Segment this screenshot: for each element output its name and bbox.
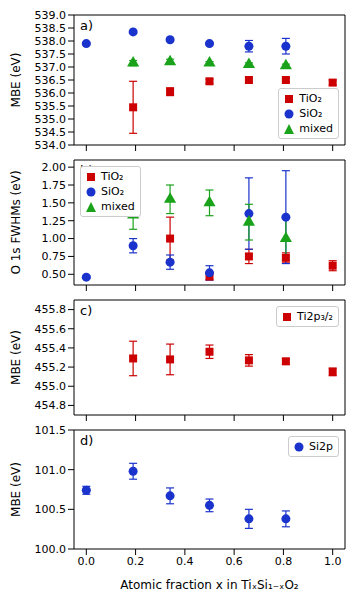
svg-text:1.75: 1.75 bbox=[42, 179, 67, 192]
svg-text:101.0: 101.0 bbox=[35, 464, 67, 477]
svg-text:MBE (eV): MBE (eV) bbox=[9, 462, 23, 517]
html-text:d): d) bbox=[80, 433, 94, 448]
svg-text:0.4: 0.4 bbox=[176, 555, 194, 568]
svg-text:100.0: 100.0 bbox=[35, 543, 67, 556]
svg-text:0.75: 0.75 bbox=[42, 250, 67, 263]
svg-text:1.0: 1.0 bbox=[324, 555, 342, 568]
svg-text:454.8: 454.8 bbox=[35, 399, 67, 412]
svg-text:0.8: 0.8 bbox=[275, 555, 293, 568]
svg-text:455.2: 455.2 bbox=[35, 361, 67, 374]
html-text:Ti2p₃/₂: Ti2p₃/₂ bbox=[297, 310, 333, 323]
svg-text:MBE (eV): MBE (eV) bbox=[9, 53, 23, 108]
html-text:b): b) bbox=[80, 163, 94, 178]
html-text:Si2p: Si2p bbox=[309, 440, 333, 453]
svg-text:0.50: 0.50 bbox=[42, 268, 67, 281]
svg-text:0.2: 0.2 bbox=[127, 555, 145, 568]
svg-text:535.5: 535.5 bbox=[35, 100, 67, 113]
svg-text:1.50: 1.50 bbox=[42, 197, 67, 210]
svg-text:1.25: 1.25 bbox=[42, 215, 67, 228]
svg-text:2.00: 2.00 bbox=[42, 161, 67, 174]
html-text:mixed: mixed bbox=[299, 122, 333, 135]
svg-text:536.5: 536.5 bbox=[35, 74, 67, 87]
svg-text:MBE (eV): MBE (eV) bbox=[9, 330, 23, 385]
svg-text:Atomic fraction x in TiₓSi₁₋ₓO: Atomic fraction x in TiₓSi₁₋ₓO₂ bbox=[120, 578, 299, 592]
svg-text:455.8: 455.8 bbox=[35, 303, 67, 316]
svg-text:536.0: 536.0 bbox=[35, 87, 67, 100]
html-text:a): a) bbox=[80, 18, 93, 33]
svg-text:O 1s FWHMs (eV): O 1s FWHMs (eV) bbox=[9, 170, 23, 274]
svg-text:455.4: 455.4 bbox=[35, 342, 67, 355]
svg-text:455.6: 455.6 bbox=[35, 323, 67, 336]
svg-text:1.00: 1.00 bbox=[42, 232, 67, 245]
svg-text:537.0: 537.0 bbox=[35, 61, 67, 74]
svg-text:539.0: 539.0 bbox=[35, 9, 67, 22]
html-text:SiO₂: SiO₂ bbox=[101, 185, 125, 198]
svg-text:538.5: 538.5 bbox=[35, 22, 67, 35]
html-text:c): c) bbox=[80, 303, 93, 318]
html-text:TiO₂: TiO₂ bbox=[101, 170, 124, 183]
svg-text:101.5: 101.5 bbox=[35, 424, 67, 437]
svg-text:455.0: 455.0 bbox=[35, 380, 67, 393]
svg-text:0.6: 0.6 bbox=[225, 555, 243, 568]
svg-text:537.5: 537.5 bbox=[35, 48, 67, 61]
svg-text:534.5: 534.5 bbox=[35, 126, 67, 139]
svg-text:535.0: 535.0 bbox=[35, 113, 67, 126]
html-text:mixed: mixed bbox=[101, 200, 135, 213]
html-text:SiO₂: SiO₂ bbox=[299, 107, 323, 120]
svg-text:0.0: 0.0 bbox=[78, 555, 96, 568]
html-text:TiO₂: TiO₂ bbox=[299, 92, 322, 105]
svg-text:538.0: 538.0 bbox=[35, 35, 67, 48]
svg-text:534.0: 534.0 bbox=[35, 139, 67, 152]
svg-text:100.5: 100.5 bbox=[35, 503, 67, 516]
